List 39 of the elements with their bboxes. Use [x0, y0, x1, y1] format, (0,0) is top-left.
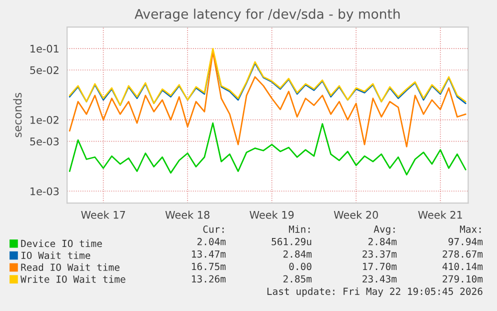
text: Avg:: [374, 226, 395, 235]
text: 2.85m: [283, 275, 312, 283]
x-tick-label: Week 21: [418, 210, 462, 219]
text: 279.10m: [442, 275, 483, 283]
text: 13.47m: [192, 250, 226, 258]
text: Last update: Fri May 22 19:05:45 2026: [267, 287, 482, 297]
text: 0.00: [289, 262, 312, 270]
text: 2.84m: [283, 250, 312, 258]
y-tick-label: 5e-03: [30, 138, 59, 146]
line-series: [68, 122, 466, 176]
text: 278.67m: [442, 250, 483, 258]
legend-label: Device IO time: [21, 240, 102, 248]
line-series: [68, 51, 466, 148]
text: 13.26m: [192, 275, 226, 283]
legend-label: IO Wait time: [21, 252, 90, 260]
text: 2.04m: [197, 238, 226, 246]
y-tick-label: 5e-02: [30, 66, 58, 74]
text: Min:: [288, 225, 310, 233]
text: 2.84m: [368, 238, 397, 246]
legend-label: Write IO Wait time: [20, 275, 126, 283]
y-tick-label: 1e-03: [30, 187, 59, 196]
text: Cur:: [203, 225, 224, 233]
text: 97.94m: [448, 238, 483, 246]
y-axis-title: seconds: [13, 92, 22, 138]
x-tick-label: Week 17: [81, 210, 125, 219]
text: 23.43m: [362, 275, 397, 283]
text: 410.14m: [442, 262, 483, 270]
text: 561.29u: [272, 238, 312, 246]
text: Max:: [460, 226, 481, 233]
y-tick-label: 1e-01: [30, 44, 58, 53]
y-tick-label: 1e-02: [30, 116, 58, 124]
legend-label: Read IO Wait time: [21, 263, 120, 271]
text: 16.75m: [192, 262, 226, 270]
x-tick-label: Week 18: [165, 210, 210, 219]
x-tick-label: Week 20: [334, 210, 378, 219]
text: 17.70m: [363, 262, 397, 270]
text: 23.37m: [362, 250, 397, 258]
x-tick-label: Week 19: [250, 210, 294, 219]
chart-title: Average latency for /dev/sda - by month: [134, 8, 400, 22]
